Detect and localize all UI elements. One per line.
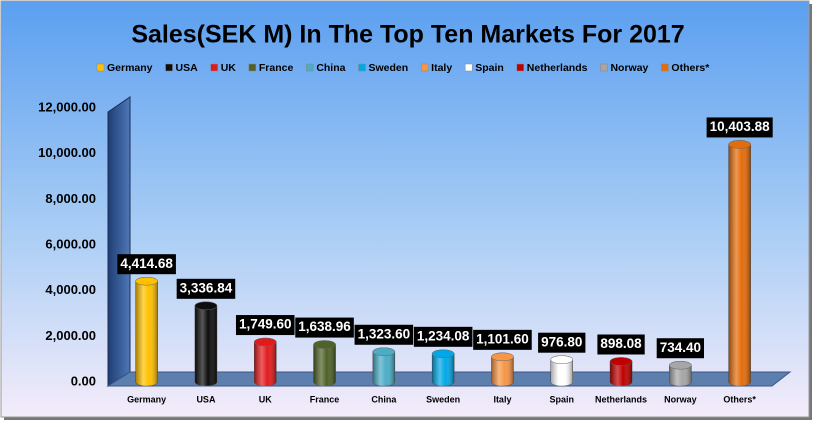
bar-shading bbox=[135, 277, 158, 386]
legend-label: UK bbox=[221, 62, 237, 74]
legend-swatch bbox=[600, 63, 608, 72]
bar-shading bbox=[194, 301, 217, 386]
value-label: 1,749.60 bbox=[239, 317, 292, 332]
value-label-box bbox=[538, 332, 586, 353]
value-label-box bbox=[176, 278, 236, 299]
value-label: 4,414.68 bbox=[120, 256, 173, 271]
y-tick-label: 10,000.00 bbox=[38, 145, 96, 160]
legend-swatch bbox=[358, 63, 366, 72]
value-label-box bbox=[235, 315, 295, 336]
x-tick-label: Spain bbox=[549, 394, 574, 404]
value-label-box bbox=[706, 117, 773, 138]
legend-swatch bbox=[516, 63, 525, 72]
legend-label: USA bbox=[176, 62, 199, 74]
x-tick-label: USA bbox=[196, 394, 216, 404]
x-tick-label: Germany bbox=[127, 394, 166, 404]
legend-label: Spain bbox=[475, 62, 504, 74]
legend-label: Norway bbox=[610, 62, 648, 74]
value-label-box bbox=[413, 326, 473, 347]
bar-shading bbox=[313, 340, 336, 386]
x-tick-label: Norway bbox=[664, 394, 697, 404]
legend-swatch bbox=[464, 63, 473, 72]
y-tick-label: 2,000.00 bbox=[45, 328, 96, 343]
bar-cap bbox=[313, 340, 336, 349]
back-wall bbox=[107, 96, 131, 387]
bar-cap bbox=[372, 347, 396, 357]
legend-label: Netherlands bbox=[527, 62, 588, 74]
chart-title: Sales(SEK M) In The Top Ten Markets For … bbox=[131, 21, 684, 49]
x-tick-label: China bbox=[371, 394, 397, 404]
y-tick-label: 4,000.00 bbox=[45, 282, 96, 297]
legend-swatch bbox=[306, 63, 314, 72]
legend-swatch bbox=[96, 63, 105, 72]
value-label: 1,234.08 bbox=[417, 328, 470, 343]
bar-shading bbox=[491, 352, 514, 386]
legend-label: Sweden bbox=[368, 62, 408, 74]
legend-label: China bbox=[316, 62, 345, 74]
y-tick-label: 12,000.00 bbox=[38, 99, 96, 114]
legend-swatch bbox=[210, 63, 218, 72]
bar-cap bbox=[491, 352, 514, 362]
legend-swatch bbox=[165, 63, 173, 72]
value-label: 734.40 bbox=[660, 340, 701, 355]
bar-cap bbox=[254, 337, 277, 347]
bar-cap bbox=[431, 349, 455, 359]
value-label: 1,638.96 bbox=[298, 319, 351, 334]
legend-label: France bbox=[259, 62, 294, 74]
value-label-box bbox=[473, 329, 532, 350]
value-label-box bbox=[597, 334, 645, 355]
x-tick-label: Netherlands bbox=[595, 394, 647, 404]
legend-label: Italy bbox=[431, 62, 452, 74]
bar-cap bbox=[135, 276, 158, 286]
value-label: 3,336.84 bbox=[180, 280, 233, 295]
value-label: 10,403.88 bbox=[710, 119, 771, 134]
bar-cap bbox=[550, 355, 573, 364]
value-label-box bbox=[117, 254, 176, 275]
bar-shading bbox=[254, 338, 277, 386]
legend-swatch bbox=[661, 63, 669, 72]
value-label: 1,323.60 bbox=[358, 326, 411, 341]
y-tick-label: 0.00 bbox=[71, 373, 96, 388]
bar-cap bbox=[194, 301, 218, 311]
bar-cap bbox=[609, 357, 633, 366]
legend-swatch bbox=[248, 63, 257, 72]
bar-cap bbox=[669, 360, 692, 370]
value-label: 976.80 bbox=[541, 334, 582, 349]
x-tick-label: UK bbox=[259, 394, 272, 404]
y-tick-label: 6,000.00 bbox=[45, 236, 96, 251]
value-label: 1,101.60 bbox=[476, 331, 529, 346]
x-tick-label: France bbox=[310, 394, 340, 404]
legend-swatch bbox=[420, 63, 429, 72]
bar-shading bbox=[372, 347, 395, 386]
legend-label: Germany bbox=[107, 62, 153, 74]
x-tick-label: Sweden bbox=[426, 394, 460, 404]
value-label-box bbox=[656, 338, 704, 359]
bar-cap bbox=[728, 140, 751, 149]
x-tick-label: Italy bbox=[493, 394, 511, 404]
value-label-box bbox=[354, 324, 414, 345]
y-tick-label: 8,000.00 bbox=[45, 191, 96, 206]
x-tick-label: Others* bbox=[723, 394, 756, 404]
bar-shading bbox=[728, 140, 751, 386]
value-label-box bbox=[295, 317, 354, 338]
bar-shading bbox=[432, 349, 455, 386]
legend-label: Others* bbox=[671, 62, 710, 74]
value-label: 898.08 bbox=[600, 336, 642, 351]
